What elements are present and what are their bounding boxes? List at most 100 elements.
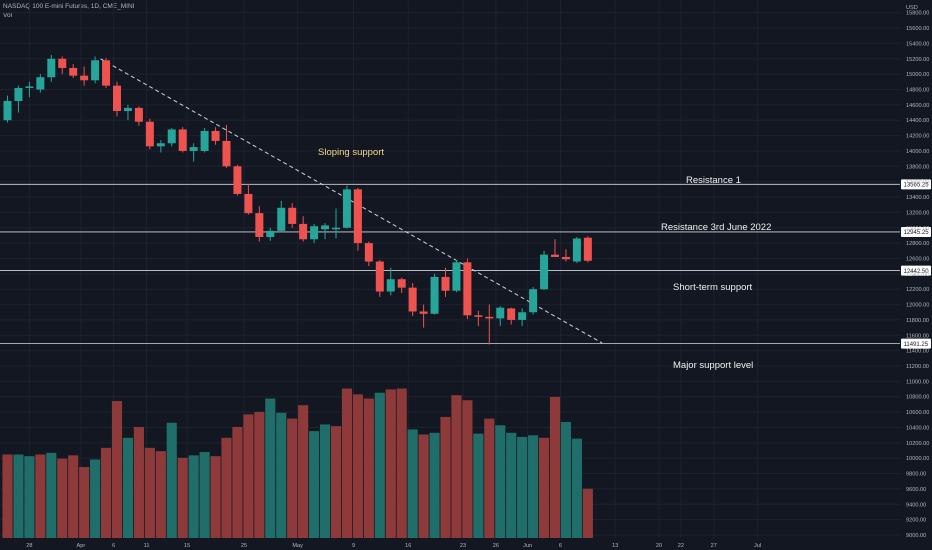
horizontal-levels: 13565.25 12945.25 12442.50 11491.25 bbox=[0, 179, 931, 349]
candle-body bbox=[375, 261, 384, 292]
volume-bar bbox=[133, 426, 144, 538]
candle bbox=[189, 143, 198, 162]
candle-body bbox=[397, 279, 406, 288]
chart-title: NASDAQ 100 E-mini Futures, 1D, CME_MINI bbox=[3, 3, 135, 10]
candle-body bbox=[551, 254, 559, 257]
time-tick-label: 28 bbox=[26, 543, 32, 549]
price-tick-label: 14200.00 bbox=[906, 134, 929, 140]
candle bbox=[342, 185, 351, 229]
level-price-box bbox=[901, 179, 931, 190]
candle-body bbox=[36, 77, 45, 90]
candle-body bbox=[156, 143, 165, 147]
candle bbox=[299, 216, 308, 242]
candle bbox=[408, 283, 417, 317]
candle-body bbox=[14, 87, 23, 102]
volume-bar bbox=[429, 432, 440, 538]
candle-body bbox=[91, 60, 100, 81]
time-tick-label: 9 bbox=[352, 543, 355, 549]
price-tick-label: 11200.00 bbox=[906, 364, 929, 370]
volume-bar bbox=[79, 467, 90, 538]
time-tick-label: Jun bbox=[523, 543, 532, 549]
price-tick-label: 13000.00 bbox=[906, 226, 929, 232]
volume-bar bbox=[2, 454, 13, 538]
volume-bar bbox=[407, 429, 418, 538]
volume-bar bbox=[13, 454, 24, 538]
candle bbox=[134, 106, 143, 126]
candle bbox=[277, 200, 286, 233]
volume-bar bbox=[538, 437, 550, 538]
level-price-box bbox=[901, 338, 931, 349]
time-tick-label: 27 bbox=[711, 543, 717, 549]
price-tick-label: 10000.00 bbox=[906, 456, 929, 462]
candle bbox=[463, 258, 472, 320]
volume-bar bbox=[506, 432, 517, 538]
candle-body bbox=[540, 254, 549, 290]
volume-bar bbox=[188, 455, 199, 538]
candle-body bbox=[69, 67, 78, 76]
volume-bar bbox=[560, 421, 572, 538]
price-tick-label: 10400.00 bbox=[906, 425, 929, 431]
level-price-label: 11491.25 bbox=[904, 342, 929, 348]
price-tick-label: 11600.00 bbox=[906, 333, 929, 339]
volume-bar bbox=[155, 451, 166, 538]
volume-bar bbox=[319, 424, 331, 538]
candle bbox=[222, 124, 231, 168]
trendline-group bbox=[100, 58, 603, 344]
price-tick-label: 11400.00 bbox=[906, 349, 929, 355]
price-tick-label: 15400.00 bbox=[906, 41, 929, 47]
time-axis[interactable]: 28 Apr 6 11 15 25 May 9 16 23 26 Jun 6 13 20 22 27 Jul bbox=[26, 543, 761, 549]
candle-body bbox=[583, 237, 592, 261]
candle bbox=[255, 206, 264, 242]
volume-bar bbox=[298, 405, 309, 538]
level-price-box bbox=[901, 265, 931, 276]
volume-bar bbox=[46, 452, 57, 538]
price-tick-label: 9800.00 bbox=[906, 472, 926, 478]
time-tick-label: Apr bbox=[77, 543, 86, 549]
volume-bar bbox=[57, 458, 68, 538]
candle bbox=[364, 241, 373, 267]
volume-bar bbox=[418, 434, 429, 538]
candle-body bbox=[266, 230, 275, 237]
volume-bar bbox=[221, 437, 232, 538]
candlesticks bbox=[3, 54, 592, 345]
candle-body bbox=[80, 75, 89, 81]
price-tick-label: 12000.00 bbox=[906, 303, 929, 309]
time-tick-label: 13 bbox=[612, 543, 618, 549]
candle bbox=[353, 187, 362, 251]
volume-bar bbox=[232, 426, 243, 538]
candle-body bbox=[342, 189, 351, 228]
candle bbox=[507, 307, 516, 325]
candle-body bbox=[430, 276, 439, 314]
candle bbox=[145, 118, 154, 150]
candle-body bbox=[386, 279, 395, 292]
candle bbox=[386, 267, 395, 296]
candle bbox=[288, 203, 297, 228]
price-tick-label: 12600.00 bbox=[906, 256, 929, 262]
time-tick-label: 15 bbox=[184, 543, 190, 549]
candle-body bbox=[452, 262, 461, 291]
price-tick-label: 13800.00 bbox=[906, 164, 929, 170]
candle bbox=[540, 250, 549, 290]
candle bbox=[430, 273, 439, 315]
volume-bar bbox=[144, 447, 155, 538]
price-axis[interactable]: 9000.00 9200.00 9400.00 9600.00 9800.00 10000… bbox=[906, 11, 929, 539]
volume-bar bbox=[396, 388, 407, 538]
candle-body bbox=[288, 207, 297, 224]
price-tick-label: 15200.00 bbox=[906, 57, 929, 63]
candle-body bbox=[353, 189, 362, 244]
price-tick-label: 10200.00 bbox=[906, 441, 929, 447]
price-tick-label: 12800.00 bbox=[906, 241, 929, 247]
price-tick-label: 11000.00 bbox=[906, 379, 929, 385]
volume-bar bbox=[100, 447, 112, 538]
candle bbox=[561, 249, 570, 262]
sloping-trendline[interactable] bbox=[100, 58, 603, 344]
trendline-annotation: Sloping support bbox=[318, 147, 384, 158]
volume-indicator-label: Vol bbox=[3, 12, 13, 19]
candle bbox=[3, 95, 12, 123]
time-tick-label: May bbox=[292, 543, 303, 549]
level-annotation: Resistance 3rd June 2022 bbox=[661, 222, 771, 233]
candle bbox=[266, 227, 275, 241]
volume-bar bbox=[528, 435, 539, 538]
time-tick-label: Jul bbox=[754, 543, 761, 549]
